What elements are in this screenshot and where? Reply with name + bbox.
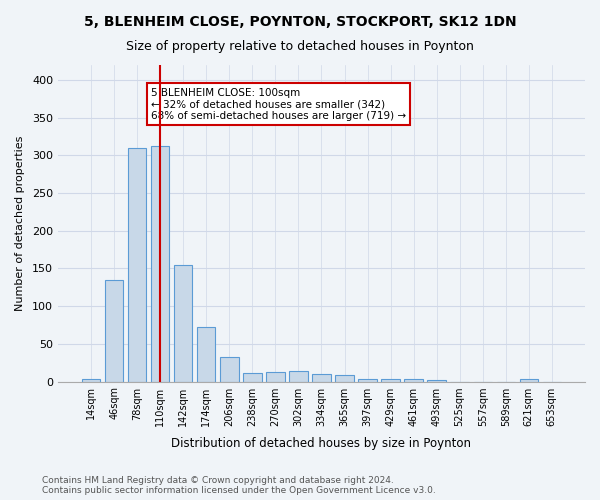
Y-axis label: Number of detached properties: Number of detached properties [15,136,25,311]
Text: 5 BLENHEIM CLOSE: 100sqm
← 32% of detached houses are smaller (342)
68% of semi-: 5 BLENHEIM CLOSE: 100sqm ← 32% of detach… [151,88,406,121]
Bar [312,374,331,382]
Bar [289,371,308,382]
Bar [174,264,193,382]
Bar [335,376,354,382]
Bar [243,373,262,382]
Text: 5, BLENHEIM CLOSE, POYNTON, STOCKPORT, SK12 1DN: 5, BLENHEIM CLOSE, POYNTON, STOCKPORT, S… [83,15,517,29]
Bar [197,328,215,382]
Bar [382,380,400,382]
Text: Size of property relative to detached houses in Poynton: Size of property relative to detached ho… [126,40,474,53]
Bar [220,356,239,382]
Bar [266,372,284,382]
Bar [404,380,423,382]
Bar [128,148,146,382]
Bar [427,380,446,382]
Text: Contains HM Land Registry data © Crown copyright and database right 2024.
Contai: Contains HM Land Registry data © Crown c… [42,476,436,495]
Bar [520,380,538,382]
Bar [82,378,100,382]
X-axis label: Distribution of detached houses by size in Poynton: Distribution of detached houses by size … [172,437,472,450]
Bar [358,378,377,382]
Bar [151,146,169,382]
Bar [105,280,124,382]
